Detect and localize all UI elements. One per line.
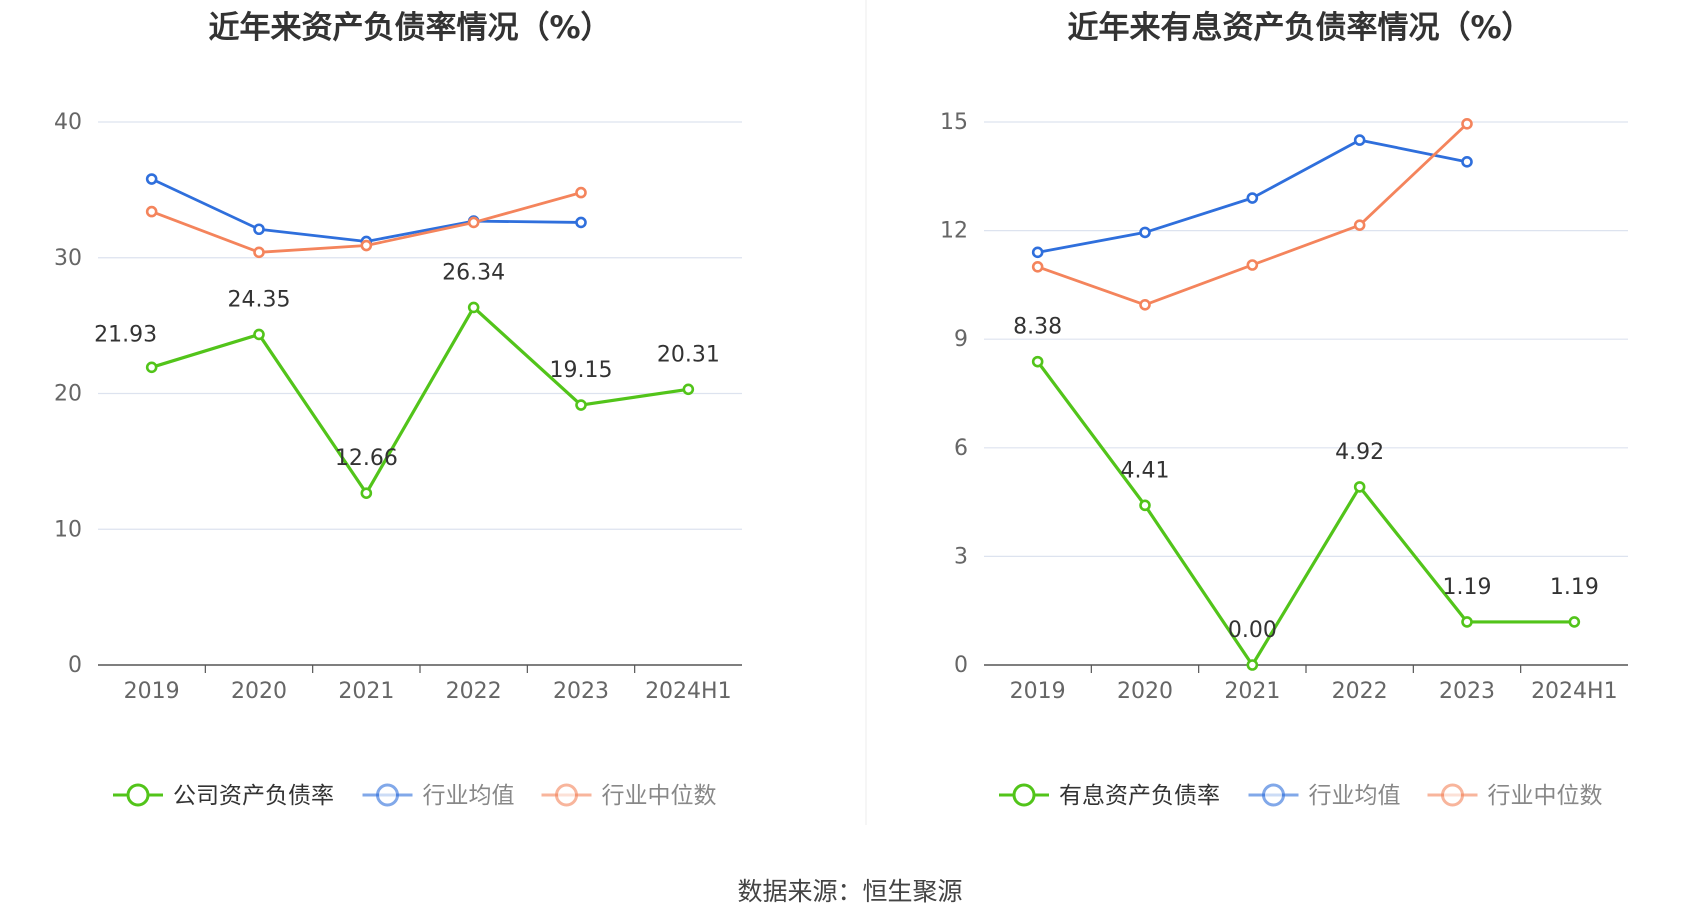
x-tick-label: 2022 bbox=[1332, 679, 1388, 704]
chart-panel-debt-ratio: 近年来资产负债率情况（%） 0 10 20 30 40 2019 2020 2021 2022 20… bbox=[54, 10, 742, 809]
data-point-industry_median[interactable] bbox=[1246, 259, 1259, 271]
data-point-company[interactable] bbox=[1461, 616, 1473, 628]
y-tick-label: 15 bbox=[940, 110, 968, 135]
x-tick-label: 2021 bbox=[1224, 679, 1280, 704]
data-label: 20.31 bbox=[657, 342, 720, 367]
x-tick-label: 2019 bbox=[124, 679, 180, 704]
y-tick-label: 40 bbox=[54, 110, 82, 135]
data-point-industry_avg[interactable] bbox=[1461, 156, 1473, 168]
data-label: 21.93 bbox=[94, 322, 157, 347]
legend-item-company[interactable]: 有息资产负债率 bbox=[999, 783, 1220, 809]
legend-label: 行业中位数 bbox=[1488, 783, 1603, 809]
data-point-industry_avg[interactable] bbox=[1246, 192, 1259, 204]
data-label: 8.38 bbox=[1013, 315, 1062, 340]
data-point-industry_avg[interactable] bbox=[1031, 246, 1044, 259]
data-label: 0.00 bbox=[1228, 618, 1277, 643]
data-point-company[interactable] bbox=[360, 487, 373, 499]
legend-label: 行业中位数 bbox=[602, 783, 717, 809]
data-point-industry_avg[interactable] bbox=[1139, 226, 1151, 239]
data-point-industry_median[interactable] bbox=[360, 239, 373, 252]
y-tick-label: 30 bbox=[54, 246, 82, 271]
x-tick-label: 2019 bbox=[1010, 679, 1066, 704]
series-line-company bbox=[1036, 360, 1575, 667]
x-tick-label: 2023 bbox=[553, 679, 609, 704]
data-label: 19.15 bbox=[550, 358, 613, 383]
legend-item-industry_median[interactable]: 行业中位数 bbox=[541, 783, 717, 809]
x-tick-label: 2020 bbox=[231, 679, 287, 704]
y-tick-label: 3 bbox=[954, 544, 968, 569]
legend-marker-icon bbox=[555, 783, 578, 807]
data-label: 24.35 bbox=[228, 287, 291, 312]
data-point-industry_median[interactable] bbox=[1353, 219, 1366, 231]
data-point-industry_median[interactable] bbox=[253, 246, 265, 259]
data-point-industry_avg[interactable] bbox=[253, 223, 265, 236]
series-line-industry_median bbox=[1037, 122, 1468, 307]
y-tick-label: 6 bbox=[954, 436, 968, 461]
data-point-company[interactable] bbox=[1568, 616, 1581, 628]
y-tick-label: 0 bbox=[68, 653, 82, 678]
chart-title: 近年来资产负债率情况（%） bbox=[208, 10, 611, 46]
data-point-industry_median[interactable] bbox=[575, 186, 587, 199]
y-tick-label: 9 bbox=[954, 327, 968, 352]
y-tick-label: 10 bbox=[54, 517, 82, 542]
x-tick-label: 2023 bbox=[1439, 679, 1495, 704]
x-tick-label: 2020 bbox=[1117, 679, 1173, 704]
series-line-company bbox=[151, 305, 689, 495]
data-source-label: 数据来源：恒生聚源 bbox=[737, 877, 962, 906]
x-tick-label: 2021 bbox=[338, 679, 394, 704]
legend-item-company[interactable]: 公司资产负债率 bbox=[113, 783, 334, 809]
y-tick-label: 0 bbox=[954, 653, 968, 678]
legend-label: 有息资产负债率 bbox=[1059, 783, 1220, 809]
data-point-company[interactable] bbox=[682, 383, 695, 396]
x-tick-label: 2022 bbox=[446, 679, 502, 704]
legend-marker-icon bbox=[376, 783, 399, 807]
data-label: 26.34 bbox=[442, 260, 505, 285]
data-label: 4.41 bbox=[1121, 458, 1170, 483]
data-point-company[interactable] bbox=[575, 399, 587, 411]
data-label: 12.66 bbox=[335, 446, 398, 471]
data-point-company[interactable] bbox=[467, 301, 480, 314]
legend-label: 行业均值 bbox=[1309, 783, 1401, 809]
data-label: 4.92 bbox=[1335, 440, 1384, 465]
legend-label: 行业均值 bbox=[423, 783, 515, 809]
legend-label: 公司资产负债率 bbox=[173, 783, 334, 809]
legend-item-industry_avg[interactable]: 行业均值 bbox=[1248, 783, 1401, 809]
data-point-company[interactable] bbox=[1139, 499, 1151, 512]
legend-item-industry_avg[interactable]: 行业均值 bbox=[362, 783, 515, 809]
data-label: 1.19 bbox=[1443, 575, 1492, 600]
y-tick-label: 20 bbox=[54, 382, 82, 407]
data-point-industry_avg[interactable] bbox=[575, 216, 587, 229]
data-point-company[interactable] bbox=[1353, 481, 1366, 493]
chart-title: 近年来有息资产负债率情况（%） bbox=[1067, 10, 1532, 46]
data-point-industry_avg[interactable] bbox=[145, 173, 158, 185]
data-point-industry_avg[interactable] bbox=[1353, 134, 1366, 146]
data-point-company[interactable] bbox=[145, 361, 158, 374]
legend-marker-icon bbox=[1012, 783, 1036, 807]
chart-panel-interest-bearing-debt-ratio: 近年来有息资产负债率情况（%） 0 3 6 9 12 15 2019 2020 2021 2022 2… bbox=[940, 10, 1628, 809]
x-tick-label: 2024H1 bbox=[645, 679, 732, 704]
data-label: 1.19 bbox=[1550, 575, 1599, 600]
y-tick-label: 12 bbox=[940, 219, 968, 244]
legend-marker-icon bbox=[1441, 783, 1464, 807]
x-tick-label: 2024H1 bbox=[1531, 679, 1618, 704]
data-point-company[interactable] bbox=[1246, 659, 1259, 671]
data-point-company[interactable] bbox=[1031, 355, 1044, 368]
legend-marker-icon bbox=[1262, 783, 1285, 807]
data-point-company[interactable] bbox=[253, 328, 265, 341]
data-point-industry_median[interactable] bbox=[145, 205, 158, 218]
legend-marker-icon bbox=[126, 783, 150, 807]
data-point-industry_median[interactable] bbox=[467, 216, 480, 229]
data-point-industry_median[interactable] bbox=[1461, 118, 1473, 130]
data-point-industry_median[interactable] bbox=[1139, 299, 1151, 311]
legend-item-industry_median[interactable]: 行业中位数 bbox=[1427, 783, 1603, 809]
data-point-industry_median[interactable] bbox=[1031, 260, 1044, 273]
